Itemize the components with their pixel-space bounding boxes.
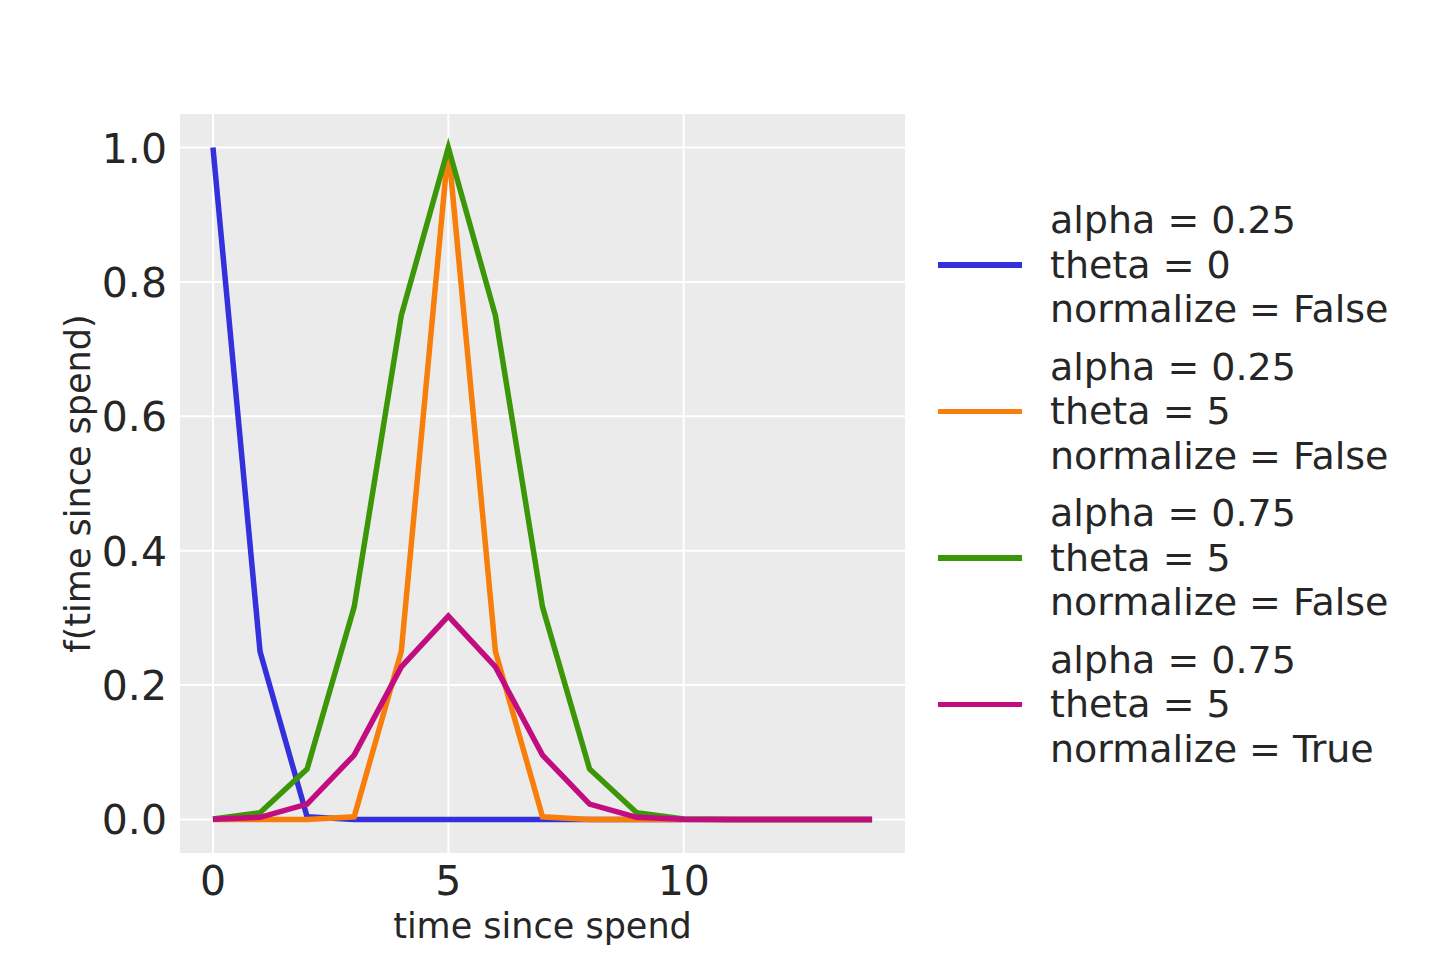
- legend-line-sample: [938, 555, 1022, 561]
- legend-label-line: theta = 5: [1050, 682, 1374, 727]
- x-tick-label: 0: [200, 857, 226, 905]
- plot-area: [180, 114, 905, 853]
- legend-label-line: alpha = 0.25: [1050, 198, 1388, 243]
- legend-line-sample: [938, 262, 1022, 268]
- legend-label-line: alpha = 0.75: [1050, 638, 1374, 683]
- legend-line-sample: [938, 702, 1022, 708]
- y-tick-label: 0.0: [102, 796, 167, 844]
- legend-label-line: alpha = 0.75: [1050, 491, 1388, 536]
- legend-label-line: normalize = False: [1050, 434, 1388, 479]
- legend-entry-1: alpha = 0.25theta = 5normalize = False: [938, 345, 1388, 479]
- legend-entry-2: alpha = 0.75theta = 5normalize = False: [938, 491, 1388, 625]
- y-tick-label: 0.6: [102, 393, 167, 441]
- y-tick-label: 0.4: [102, 528, 167, 576]
- y-tick-label: 0.2: [102, 662, 167, 710]
- legend-label-line: normalize = False: [1050, 580, 1388, 625]
- legend-entry-0: alpha = 0.25theta = 0normalize = False: [938, 198, 1388, 332]
- legend-label-line: normalize = True: [1050, 727, 1374, 772]
- legend-label-line: alpha = 0.25: [1050, 345, 1388, 390]
- legend-line-sample: [938, 409, 1022, 415]
- legend-label-line: theta = 0: [1050, 243, 1388, 288]
- y-axis-label: f(time since spend): [58, 314, 98, 652]
- x-axis-label: time since spend: [393, 906, 692, 946]
- legend-label-line: normalize = False: [1050, 287, 1388, 332]
- legend-label: alpha = 0.25theta = 0normalize = False: [1050, 198, 1388, 332]
- legend-entry-3: alpha = 0.75theta = 5normalize = True: [938, 638, 1388, 772]
- legend-label-line: theta = 5: [1050, 389, 1388, 434]
- legend-label: alpha = 0.25theta = 5normalize = False: [1050, 345, 1388, 479]
- legend-label-line: theta = 5: [1050, 536, 1388, 581]
- y-tick-label: 1.0: [102, 125, 167, 173]
- legend: alpha = 0.25theta = 0normalize = Falseal…: [938, 198, 1388, 784]
- figure: 0 5 10 0.0 0.2 0.4 0.6 0.8 1.0 time since spend f(…: [0, 0, 1440, 960]
- legend-label: alpha = 0.75theta = 5normalize = False: [1050, 491, 1388, 625]
- legend-label: alpha = 0.75theta = 5normalize = True: [1050, 638, 1374, 772]
- y-tick-label: 0.8: [102, 259, 167, 307]
- x-tick-label: 10: [658, 857, 710, 905]
- x-tick-label: 5: [435, 857, 461, 905]
